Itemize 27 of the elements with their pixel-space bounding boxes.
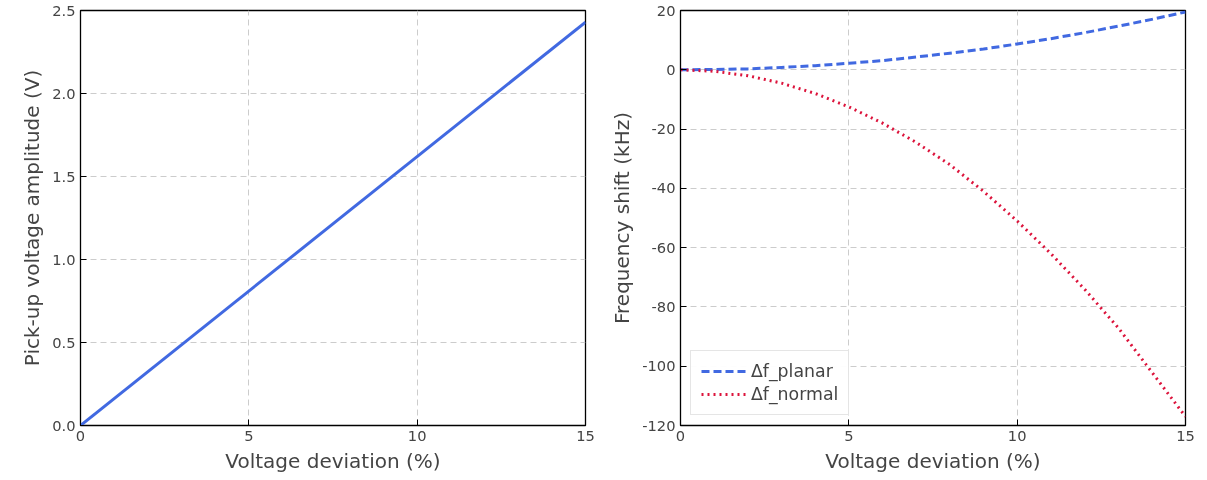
x-tick-label: 5 xyxy=(244,426,254,444)
line-series xyxy=(680,10,1186,72)
y-tick-label: 1.0 xyxy=(52,250,76,268)
y-tick-label: 2.0 xyxy=(52,84,76,102)
y-tick-label: -100 xyxy=(642,357,676,375)
y-tick-label: 2.5 xyxy=(52,1,76,19)
legend-label: Δf_planar xyxy=(751,361,833,381)
y-axis-title: Frequency shift (kHz) xyxy=(610,112,635,324)
x-tick-label: 5 xyxy=(844,426,854,444)
y-tick-label: -60 xyxy=(651,238,676,256)
y-tick-label: 0 xyxy=(666,60,676,78)
y-tick-label: 0.5 xyxy=(52,333,76,351)
y-tick-label: 0.0 xyxy=(52,416,76,434)
y-tick-label: 20 xyxy=(656,1,676,19)
y-tick-label: -80 xyxy=(651,297,676,315)
x-tick-label: 10 xyxy=(407,426,427,444)
x-axis-title: Voltage deviation (%) xyxy=(225,448,441,473)
y-tick-label: 1.5 xyxy=(52,167,76,185)
y-tick-label: -40 xyxy=(651,179,676,197)
y-tick-label: -120 xyxy=(642,416,676,434)
x-tick-label: 15 xyxy=(1176,426,1195,444)
x-axis-title: Voltage deviation (%) xyxy=(825,448,1041,473)
legend-label: Δf_normal xyxy=(751,384,839,404)
x-tick-label: 10 xyxy=(1007,426,1027,444)
y-tick-label: -20 xyxy=(651,120,676,138)
y-axis-title: Pick-up voltage amplitude (V) xyxy=(20,69,45,367)
x-tick-label: 15 xyxy=(576,426,595,444)
